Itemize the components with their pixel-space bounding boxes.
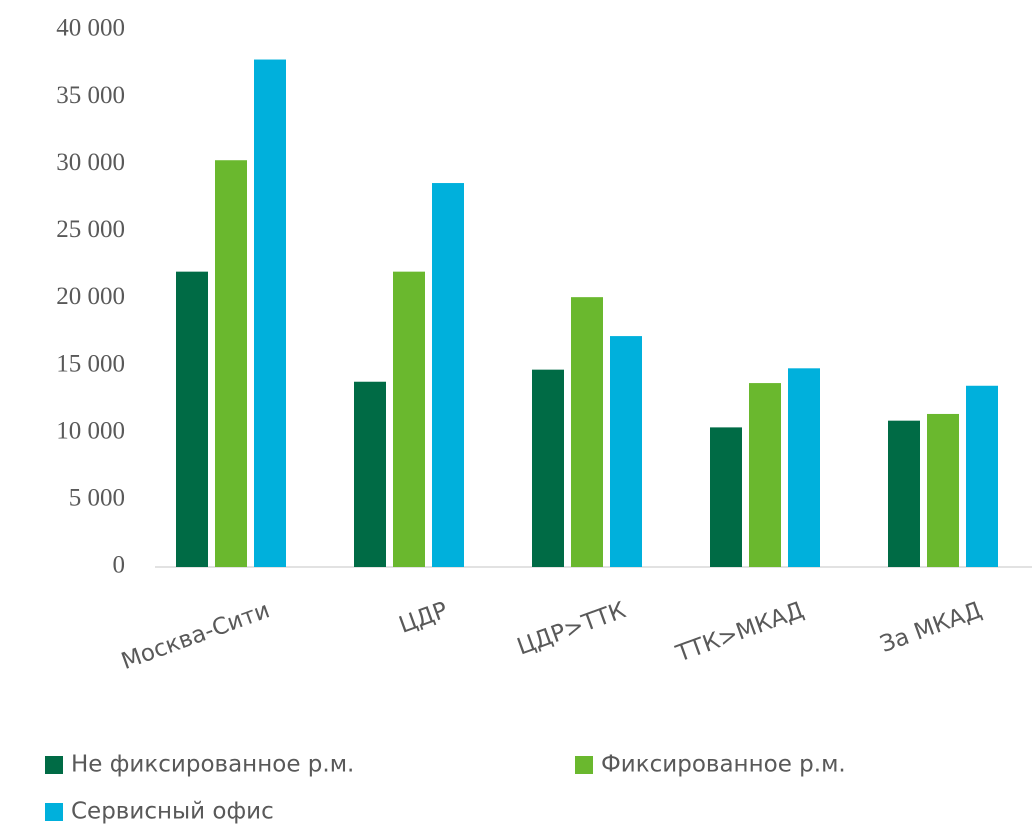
y-tick-label: 5 000 bbox=[69, 485, 125, 512]
bar bbox=[888, 420, 920, 567]
bar bbox=[610, 336, 642, 567]
legend-swatch bbox=[45, 756, 63, 774]
y-tick-label: 20 000 bbox=[56, 283, 125, 310]
y-tick-label: 10 000 bbox=[56, 417, 125, 444]
y-tick-label: 25 000 bbox=[56, 216, 125, 243]
x-tick-label: Москва-Сити bbox=[118, 597, 273, 675]
legend-label: Сервисный офис bbox=[71, 799, 274, 825]
bar bbox=[788, 368, 820, 567]
bar bbox=[532, 369, 564, 567]
y-tick-label: 40 000 bbox=[56, 15, 125, 42]
x-tick-label: ЦДР bbox=[396, 597, 452, 638]
bar bbox=[176, 271, 208, 567]
bar bbox=[254, 59, 286, 567]
bar bbox=[749, 383, 781, 567]
x-tick-label: ЦДР>ТТК bbox=[514, 597, 629, 660]
y-tick-label: 0 bbox=[113, 552, 126, 579]
legend-label: Фиксированное р.м. bbox=[601, 752, 846, 778]
bar bbox=[571, 297, 603, 567]
bar bbox=[393, 271, 425, 567]
x-tick-label: ТТК>МКАД bbox=[672, 597, 807, 667]
bar bbox=[710, 427, 742, 567]
legend-swatch bbox=[45, 803, 63, 821]
y-tick-label: 30 000 bbox=[56, 149, 125, 176]
bar bbox=[215, 160, 247, 567]
x-tick-label: За МКАД bbox=[877, 597, 986, 658]
bar bbox=[927, 413, 959, 567]
legend-swatch bbox=[575, 756, 593, 774]
y-tick-label: 15 000 bbox=[56, 350, 125, 377]
y-tick-label: 35 000 bbox=[56, 82, 125, 109]
bar bbox=[354, 381, 386, 567]
bar bbox=[966, 385, 998, 567]
legend-label: Не фиксированное р.м. bbox=[71, 752, 354, 778]
bar bbox=[432, 183, 464, 568]
